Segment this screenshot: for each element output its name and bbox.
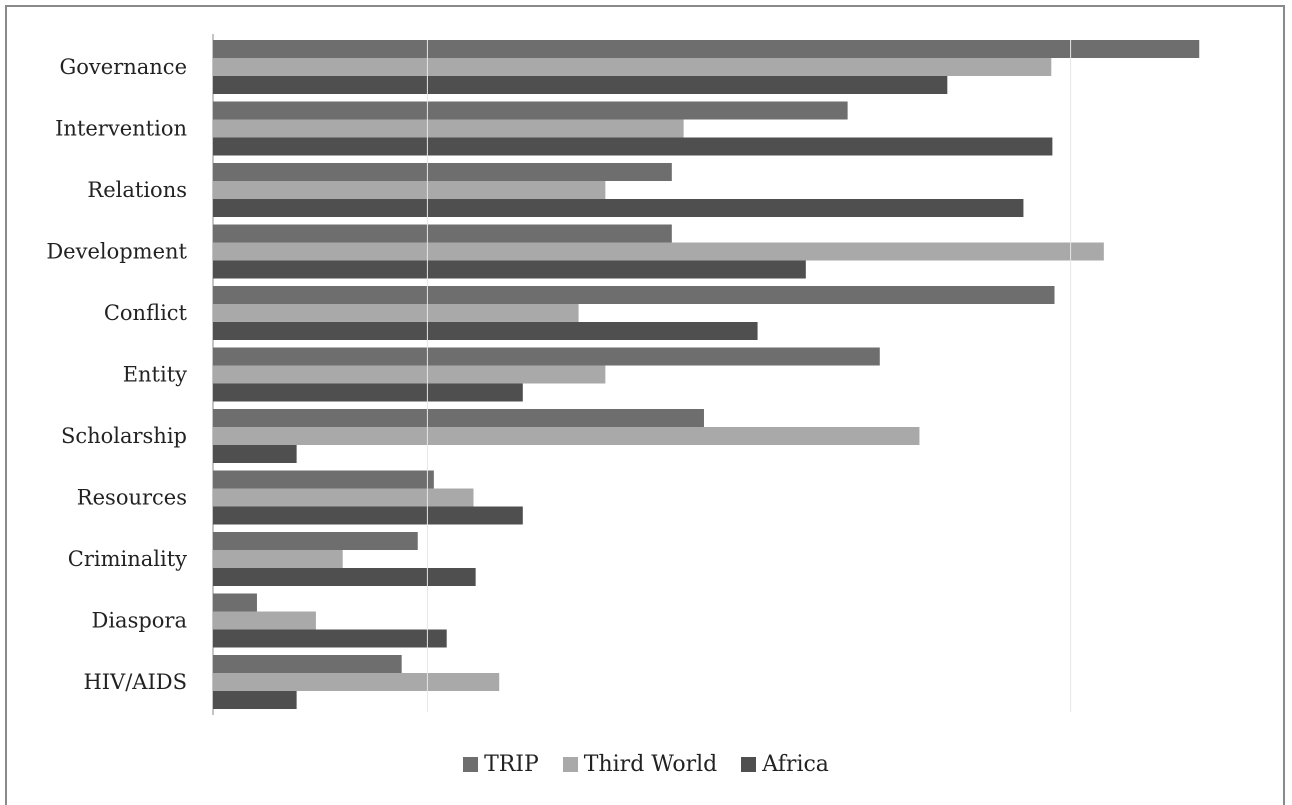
category-label: Governance [59,55,187,79]
bar-africa-entity [213,383,523,402]
bar-africa-criminality [213,568,476,586]
category-label: Entity [123,363,187,387]
legend-label: Africa [762,752,829,777]
bar-africa-hiv-aids [213,691,297,709]
bar-africa-governance [213,76,948,94]
bar-trip-hiv-aids [213,655,402,673]
bar-trip-relations [213,163,672,181]
bar-third-world-hiv-aids [213,673,500,691]
bar-trip-criminality [213,532,418,550]
bar-africa-intervention [213,137,1053,156]
legend-swatch [562,757,578,772]
legend-swatch [741,757,757,772]
category-label: HIV/AIDS [83,670,187,694]
bar-trip-scholarship [213,409,704,427]
bar-trip-governance [213,40,1200,58]
legend-label: Third World [583,752,718,777]
bar-africa-diaspora [213,629,447,648]
category-label: Scholarship [61,424,187,448]
bar-third-world-criminality [213,550,343,568]
chart-legend: TRIP Third World Africa [0,752,1292,777]
bar-trip-development [213,224,672,243]
legend-item: TRIP [463,752,539,777]
category-label: Criminality [68,547,187,571]
legend-swatch [463,757,479,772]
legend-item: Third World [562,752,718,777]
bar-third-world-development [213,242,1104,261]
bar-africa-relations [213,199,1024,217]
bar-third-world-intervention [213,119,684,138]
bar-africa-conflict [213,322,758,340]
legend-label: TRIP [484,752,539,777]
bar-third-world-diaspora [213,611,316,630]
category-label: Conflict [104,301,188,325]
bar-africa-scholarship [213,445,297,463]
category-label: Diaspora [92,609,188,633]
category-label: Relations [87,178,187,202]
bar-third-world-governance [213,58,1052,76]
category-label: Intervention [55,117,187,141]
bar-trip-resources [213,470,434,489]
category-label: Resources [77,486,187,510]
category-label: Development [46,240,187,264]
legend-item: Africa [741,752,829,777]
bar-third-world-scholarship [213,427,920,445]
bar-trip-conflict [213,286,1055,304]
bar-africa-development [213,260,806,279]
bar-third-world-entity [213,365,606,384]
bar-trip-entity [213,347,880,366]
bar-third-world-resources [213,488,474,507]
bar-third-world-conflict [213,304,579,322]
bar-africa-resources [213,506,523,525]
bar-third-world-relations [213,181,606,199]
bar-trip-diaspora [213,593,257,612]
bar-trip-intervention [213,101,848,120]
